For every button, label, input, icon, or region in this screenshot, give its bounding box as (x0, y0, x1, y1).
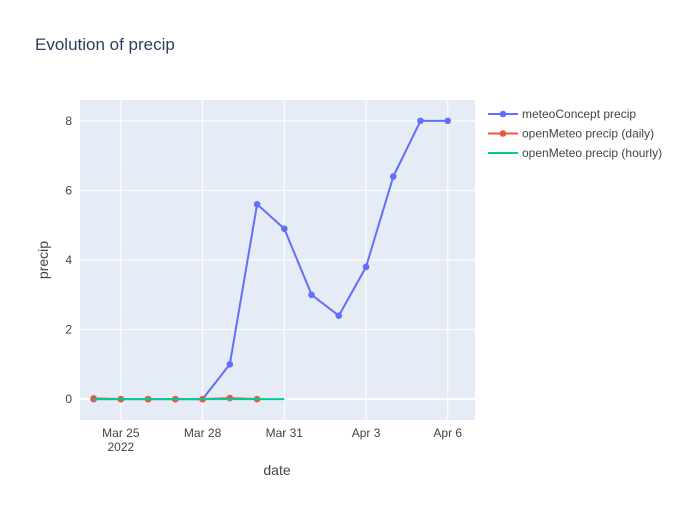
y-tick-label: 4 (65, 253, 72, 267)
chart-title: Evolution of precip (35, 35, 175, 54)
series-point-0 (281, 225, 288, 232)
y-tick-label: 2 (65, 323, 72, 337)
series-layer (90, 117, 452, 403)
x-tick-label: Mar 28 (184, 426, 222, 440)
series-point-0 (335, 312, 343, 319)
series-point-0 (308, 291, 315, 299)
x-tick-sublabel: 2022 (108, 440, 135, 454)
x-tick-label: Mar 25 (102, 426, 140, 440)
legend: meteoConcept precip openMeteo precip (dai… (488, 107, 662, 160)
x-tick-label: Apr 6 (433, 426, 462, 440)
y-tick-label: 0 (65, 392, 72, 406)
series-point-0 (362, 263, 370, 271)
series-point-0 (226, 361, 234, 368)
series-point-0 (253, 201, 261, 208)
y-tick-label: 6 (65, 183, 72, 197)
series-point-0 (389, 173, 397, 180)
series-point-0 (417, 117, 424, 125)
legend-label: openMeteo precip (daily) (522, 127, 654, 141)
y-tick-label: 8 (65, 114, 72, 128)
series-point-1 (226, 394, 234, 402)
legend-swatch-marker (499, 130, 507, 137)
x-axis-label: date (263, 462, 290, 478)
legend-label: openMeteo precip (hourly) (522, 146, 662, 160)
series-point-0 (444, 117, 452, 125)
legend-label: meteoConcept precip (522, 107, 636, 121)
x-tick-label: Mar 31 (266, 426, 304, 440)
x-tick-label: Apr 3 (352, 426, 381, 440)
y-axis-ticks: 0 2 4 6 8 (65, 114, 72, 406)
legend-swatch-marker (499, 110, 507, 118)
y-axis-label: precip (35, 241, 51, 279)
